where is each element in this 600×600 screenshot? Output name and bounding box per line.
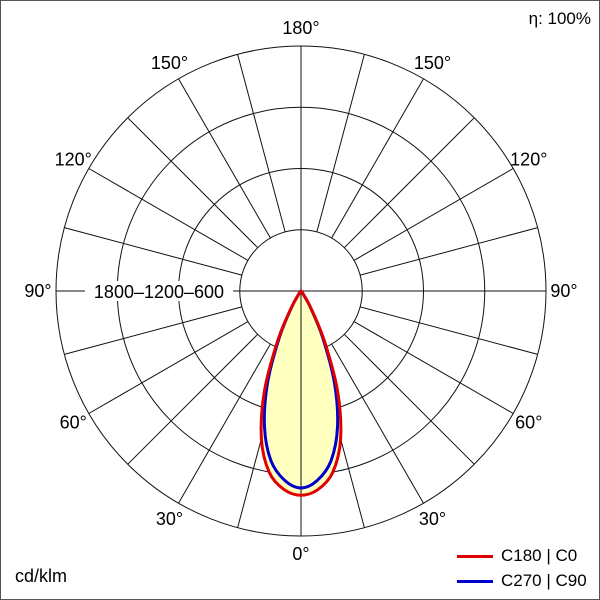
legend: C180 | C0 C270 | C90	[457, 546, 593, 591]
angle-label-150-right: 150°	[414, 53, 451, 73]
grid-spoke-120	[353, 168, 514, 261]
efficiency-label: η: 100%	[528, 9, 591, 28]
grid-spoke-60	[353, 321, 514, 414]
legend-line-red	[457, 554, 493, 558]
angle-label-30-right: 30°	[419, 509, 446, 529]
unit-label: cd/klm	[15, 566, 68, 586]
angle-label-120-right: 120°	[510, 150, 547, 170]
grid-spoke-45	[343, 333, 475, 465]
legend-line-blue	[457, 579, 493, 583]
grid-spoke-75	[360, 306, 538, 355]
grid-spoke-150	[331, 78, 424, 239]
angle-label-180: 180°	[282, 18, 319, 38]
grid-spoke-300	[88, 321, 249, 414]
grid-spoke-285	[64, 306, 242, 355]
angle-label-60-left: 60°	[60, 413, 87, 433]
grid-spoke-330	[178, 343, 271, 504]
legend-label-c90: C270 | C90	[501, 571, 587, 590]
legend-item-c0: C180 | C0	[457, 546, 593, 566]
grid-spoke-105	[360, 227, 538, 276]
grid-spoke-30	[331, 343, 424, 504]
series-curve-c180-c0	[259, 289, 343, 497]
angle-label-90-right: 90°	[550, 281, 577, 301]
grid-spoke-135	[343, 117, 475, 249]
grid-spoke-240	[88, 168, 249, 261]
angle-label-120-left: 120°	[55, 150, 92, 170]
legend-item-c90: C270 | C90	[457, 571, 593, 591]
grid-spoke-165	[316, 54, 365, 232]
grid-spoke-255	[64, 227, 242, 276]
grid-spoke-225	[127, 117, 259, 249]
radial-axis-labels: 1800–1200–600	[94, 282, 224, 302]
angle-label-60-right: 60°	[515, 413, 542, 433]
radial-label-bg	[85, 281, 233, 301]
angle-label-0: 0°	[292, 544, 309, 564]
angle-label-30-left: 30°	[156, 509, 183, 529]
angle-label-90-left: 90°	[24, 281, 51, 301]
grid-spoke-195	[237, 54, 286, 232]
grid-spoke-210	[178, 78, 271, 239]
grid-spoke-315	[127, 333, 259, 465]
angle-label-150-left: 150°	[151, 53, 188, 73]
legend-label-c0: C180 | C0	[501, 546, 578, 565]
